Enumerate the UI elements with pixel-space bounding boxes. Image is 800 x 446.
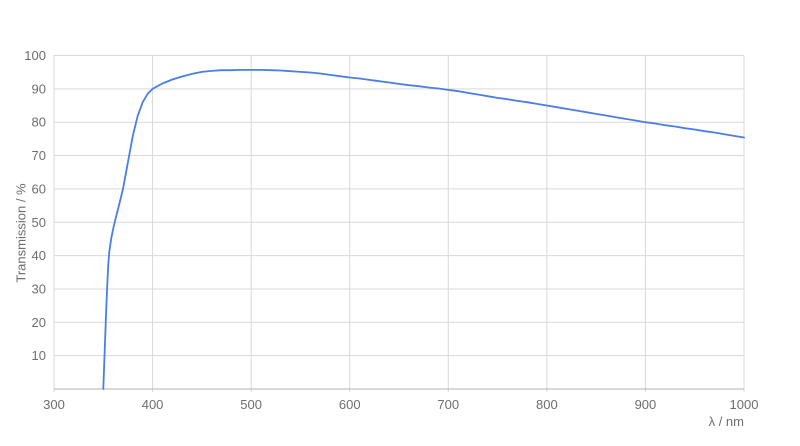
- x-tick-label: 1000: [730, 397, 759, 412]
- x-tick-label: 700: [437, 397, 459, 412]
- y-tick-label: 60: [32, 181, 46, 196]
- x-tick-label: 800: [536, 397, 558, 412]
- x-tick-label: 500: [240, 397, 262, 412]
- x-tick-label: 900: [635, 397, 657, 412]
- x-axis-title: λ / nm: [708, 414, 744, 429]
- y-tick-label: 30: [32, 281, 46, 296]
- x-tick-label: 600: [339, 397, 361, 412]
- x-tick-label: 400: [142, 397, 164, 412]
- y-tick-label: 40: [32, 248, 46, 263]
- y-tick-label: 80: [32, 115, 46, 130]
- y-tick-label: 20: [32, 315, 46, 330]
- y-tick-label: 70: [32, 148, 46, 163]
- transmission-curve: [102, 68, 745, 390]
- y-axis-title: Transmission / %: [13, 183, 29, 283]
- y-tick-label: 100: [24, 48, 46, 63]
- y-tick-label: 90: [32, 81, 46, 96]
- y-tick-label: 10: [32, 348, 46, 363]
- y-tick-label: 50: [32, 215, 46, 230]
- x-tick-label: 300: [43, 397, 65, 412]
